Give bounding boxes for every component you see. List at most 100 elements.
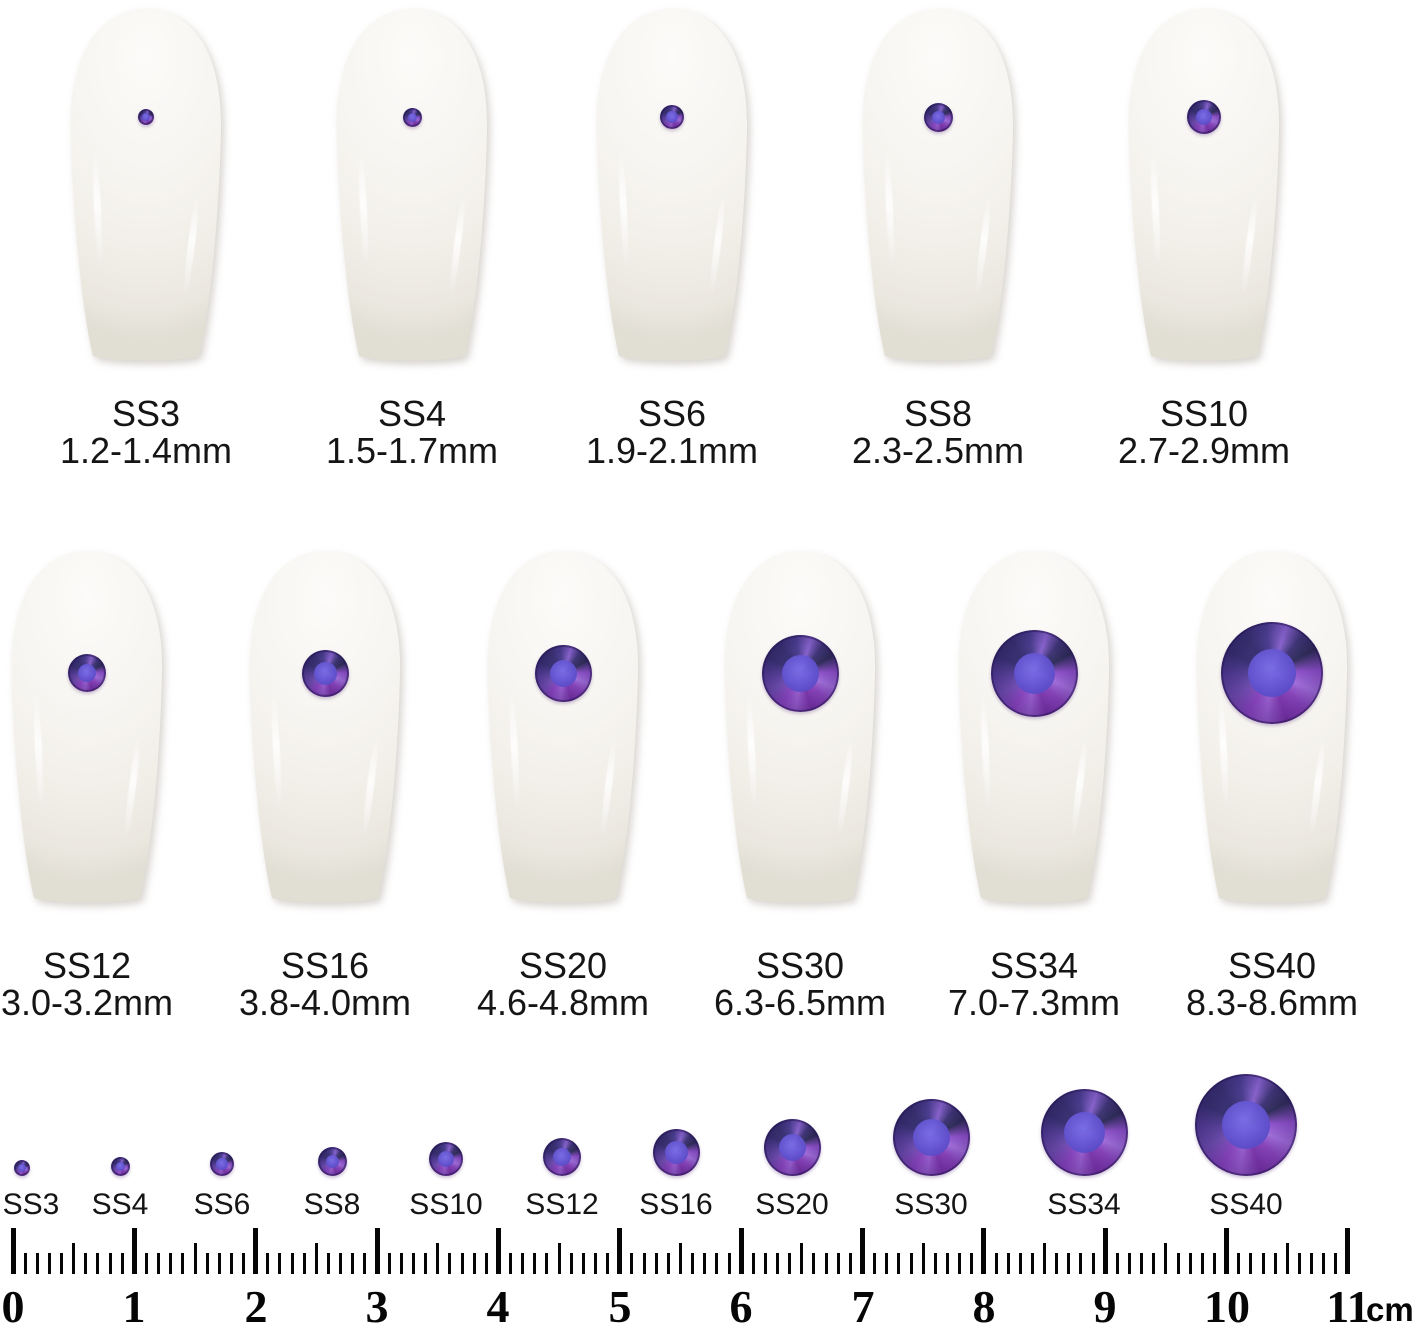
legend-size-label: SS6 xyxy=(193,1188,251,1221)
nail-tip-surface xyxy=(484,548,642,904)
size-label: SS4 xyxy=(377,393,447,434)
ruler-tick xyxy=(1055,1253,1058,1274)
nail-tip xyxy=(1125,6,1283,362)
ruler-tick xyxy=(691,1253,694,1274)
ruler-tick xyxy=(448,1253,451,1274)
ruler-tick xyxy=(1067,1253,1070,1274)
ruler-tick xyxy=(36,1253,39,1274)
ruler-tick xyxy=(1103,1228,1108,1274)
rhinestone-gem-core xyxy=(77,663,97,683)
ruler-tick xyxy=(655,1253,658,1274)
ruler-tick xyxy=(1322,1253,1325,1274)
rhinestone-gem-core xyxy=(778,1133,807,1162)
legend-size-label: SS3 xyxy=(2,1188,60,1221)
rhinestone-gem xyxy=(924,103,953,132)
rhinestone-gem xyxy=(764,1119,821,1176)
rhinestone-gem xyxy=(653,1129,700,1176)
ruler-tick xyxy=(157,1253,160,1274)
rhinestone-gem-core xyxy=(782,655,819,692)
ruler-tick xyxy=(48,1253,51,1274)
range-label: 7.0-7.3mm xyxy=(947,982,1121,1023)
ruler-tick xyxy=(1128,1253,1131,1274)
ruler-tick xyxy=(181,1253,184,1274)
size-label: SS20 xyxy=(518,945,608,986)
ruler-number: 9 xyxy=(1093,1281,1117,1326)
ruler-tick xyxy=(617,1228,622,1274)
rhinestone-gem xyxy=(893,1099,970,1176)
legend-size-label: SS16 xyxy=(639,1188,713,1221)
range-label: 1.2-1.4mm xyxy=(59,430,233,471)
rhinestone-gem xyxy=(138,109,154,125)
ruler-tick xyxy=(424,1253,427,1274)
ruler-tick xyxy=(315,1243,318,1274)
rhinestone-gem-core xyxy=(115,1161,126,1172)
ruler-tick xyxy=(230,1253,233,1274)
rhinestone-gem-core xyxy=(314,662,337,685)
rhinestone-gem-core xyxy=(407,112,418,123)
ruler-tick xyxy=(327,1253,330,1274)
rhinestone-gem-core xyxy=(1221,1100,1271,1150)
ruler-tick xyxy=(242,1253,245,1274)
ruler-tick xyxy=(84,1253,87,1274)
ruler-tick xyxy=(1177,1253,1180,1274)
ruler-tick xyxy=(351,1253,354,1274)
size-label: SS3 xyxy=(111,393,181,434)
ruler-tick xyxy=(995,1253,998,1274)
range-label: 8.3-8.6mm xyxy=(1185,982,1359,1023)
ruler-tick xyxy=(849,1253,852,1274)
ruler-tick xyxy=(594,1253,597,1274)
ruler-tick xyxy=(496,1228,501,1274)
rhinestone-gem-core xyxy=(552,1147,572,1167)
ruler-tick xyxy=(860,1228,865,1274)
rhinestone-gem xyxy=(543,1138,581,1176)
nail-tip xyxy=(955,548,1113,904)
ruler-tick xyxy=(145,1253,148,1274)
rhinestone-gem xyxy=(762,635,839,712)
range-label: 1.9-2.1mm xyxy=(585,430,759,471)
ruler-tick xyxy=(1043,1243,1046,1274)
rhinestone-gem xyxy=(210,1152,234,1176)
size-label: SS8 xyxy=(903,393,973,434)
ruler-tick xyxy=(897,1253,900,1274)
ruler-tick xyxy=(1345,1228,1350,1274)
nail-tip xyxy=(1193,548,1351,904)
ruler-tick xyxy=(1249,1253,1252,1274)
ruler-tick xyxy=(11,1228,16,1274)
rhinestone-gem xyxy=(403,108,422,127)
ruler-tick xyxy=(266,1253,269,1274)
ruler-tick xyxy=(1092,1253,1095,1274)
nail-tip xyxy=(246,548,404,904)
nail-tip xyxy=(67,6,225,362)
nail-tip-surface xyxy=(1125,6,1283,362)
rhinestone-gem xyxy=(1195,1074,1297,1176)
range-label: 2.7-2.9mm xyxy=(1117,430,1291,471)
ruler-tick xyxy=(363,1253,366,1274)
range-label: 1.5-1.7mm xyxy=(325,430,499,471)
rhinestone-gem-core xyxy=(325,1154,340,1169)
ruler-number: 1 xyxy=(122,1281,146,1326)
ruler-tick xyxy=(545,1253,548,1274)
nail-tip-surface xyxy=(8,548,166,904)
ruler-tick xyxy=(218,1253,221,1274)
ruler-number: 3 xyxy=(365,1281,389,1326)
ruler-tick xyxy=(96,1253,99,1274)
ruler-tick xyxy=(1019,1253,1022,1274)
ruler-tick xyxy=(570,1253,573,1274)
rhinestone-gem-core xyxy=(1063,1111,1106,1154)
ruler-tick xyxy=(776,1253,779,1274)
ruler-tick xyxy=(194,1243,197,1274)
size-label: SS40 xyxy=(1227,945,1317,986)
rhinestone-gem xyxy=(991,630,1078,717)
ruler-number: 8 xyxy=(972,1281,996,1326)
ruler-tick xyxy=(934,1253,937,1274)
ruler-tick xyxy=(885,1253,888,1274)
rhinestone-gem xyxy=(68,654,106,692)
ruler-tick xyxy=(1298,1253,1301,1274)
ruler-tick xyxy=(1031,1253,1034,1274)
nail-tip-surface xyxy=(955,548,1113,904)
ruler-tick xyxy=(643,1253,646,1274)
rhinestone-gem-core xyxy=(931,110,946,125)
ruler-tick xyxy=(1213,1253,1216,1274)
ruler-tick xyxy=(60,1253,63,1274)
rhinestone-gem-core xyxy=(666,111,678,123)
